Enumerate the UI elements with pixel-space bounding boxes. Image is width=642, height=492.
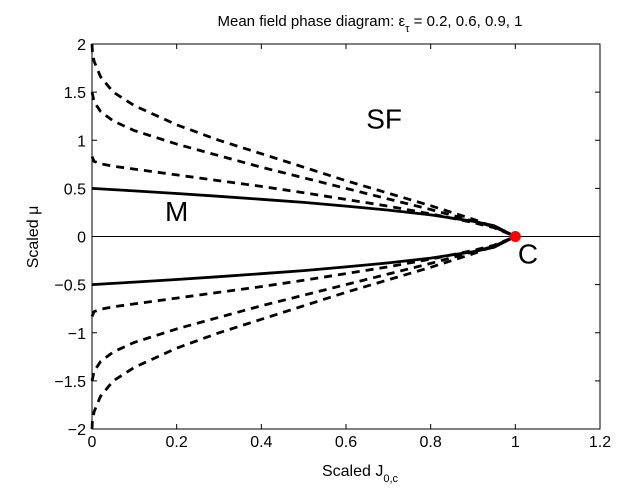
series-1-upper-curve [91, 187, 516, 238]
chart-title-suffix: = 0.2, 0.6, 0.9, 1 [409, 13, 522, 30]
y-tick-label: 0.5 [64, 181, 86, 198]
series-3-upper-curve [90, 91, 516, 238]
series-4-lower-curve [90, 235, 516, 430]
x-axis-title: Scaled J0,c [322, 463, 399, 485]
region-label-m: M [165, 196, 188, 227]
y-tick-label: −0.5 [54, 278, 86, 295]
y-tick-label: −2 [68, 422, 86, 439]
y-tick-label: 1.5 [64, 85, 86, 102]
y-tick-label: −1.5 [54, 374, 86, 391]
plot-area: 0 0.2 0.4 0.6 0.8 1 1.2 2 1.5 1 0.5 0 −0.5 −1 −1.5 −2 SF… [54, 37, 611, 451]
x-axis-title-subscript: 0,c [383, 473, 398, 485]
series-1-lower-curve [91, 235, 516, 286]
chart-title: Mean field phase diagram: ετ = 0.2, 0.6,… [218, 13, 523, 35]
x-tick-label: 1.2 [589, 434, 611, 451]
x-tick-label: 0.6 [335, 434, 357, 451]
y-tick-label: 1 [77, 133, 86, 150]
x-tick-label: 0.8 [420, 434, 442, 451]
region-label-sf: SF [366, 104, 402, 135]
series-4-upper-curve [90, 43, 516, 238]
y-tick-label: 2 [77, 37, 86, 54]
series-3-lower-curve [90, 235, 516, 382]
x-tick-label: 0 [88, 434, 97, 451]
y-axis-title: Scaled μ [25, 206, 42, 269]
y-tick-label: −1 [68, 326, 86, 343]
x-tick-label: 0.4 [250, 434, 272, 451]
y-tick-label: 0 [77, 230, 86, 247]
series-2-upper-curve [90, 156, 516, 238]
critical-point-marker [509, 231, 521, 242]
x-tick-label: 0.2 [166, 434, 188, 451]
chart-title-subscript: τ [405, 23, 410, 35]
series-2-lower-curve [90, 235, 516, 317]
x-axis-title-base: Scaled J [322, 463, 383, 480]
chart-title-prefix: Mean field phase diagram: ε [218, 13, 406, 30]
region-label-c: C [518, 238, 538, 269]
x-tick-label: 1 [511, 434, 520, 451]
